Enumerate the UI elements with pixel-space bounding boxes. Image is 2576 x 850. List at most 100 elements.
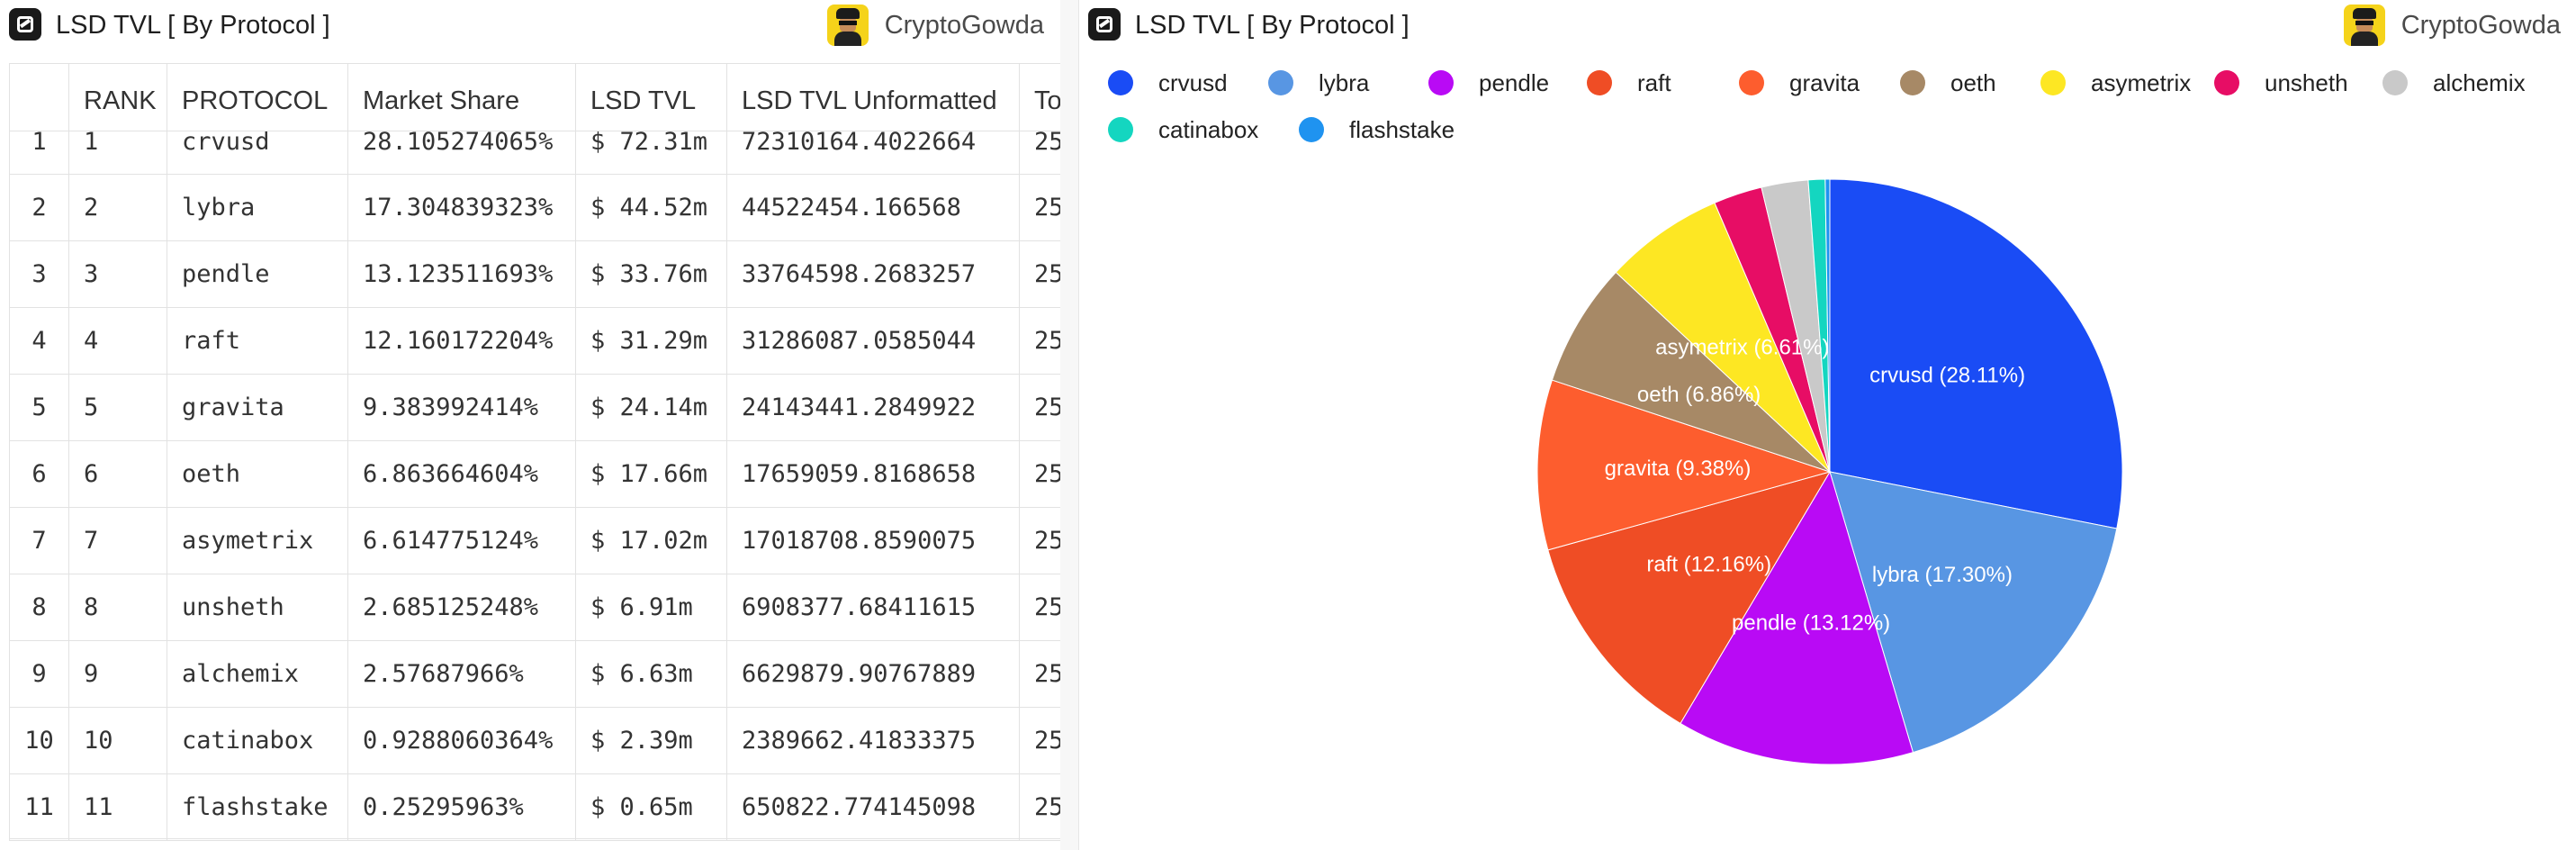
column-header-market-share[interactable]: Market Share xyxy=(347,63,576,131)
row-index-text: 7 xyxy=(32,527,47,555)
pie-slice-asymetrix[interactable] xyxy=(1615,202,1831,473)
legend-label: asymetrix xyxy=(2091,68,2192,96)
legend-swatch-icon xyxy=(1299,117,1324,142)
pie-slice-pendle[interactable] xyxy=(1680,470,1914,765)
table-row[interactable]: 9 9 alchemix 2.57687966% $ 6.63m 6629879.9076… xyxy=(9,640,1060,708)
column-header-rank[interactable]: RANK xyxy=(68,63,167,131)
lsd-tvl-unformatted-cell: 31286087.0585044 xyxy=(726,307,1020,375)
lsd-tvl-cell-text: $ 44.52m xyxy=(590,194,708,222)
lsd-tvl-unformatted-cell-text: 24143441.2849922 xyxy=(742,393,977,421)
protocol-cell: pendle xyxy=(167,240,348,308)
lsd-tvl-unformatted-cell: 33764598.2683257 xyxy=(726,240,1020,308)
market-share-cell-text: 0.9288060364% xyxy=(363,727,554,755)
table-row[interactable]: 7 7 asymetrix 6.614775124% $ 17.02m 17018708.… xyxy=(9,507,1060,574)
market-share-cell: 12.160172204% xyxy=(347,307,576,375)
market-share-cell-text: 2.685125248% xyxy=(363,593,539,621)
total-cell-text: 25 xyxy=(1034,260,1060,288)
legend-label: oeth xyxy=(1950,68,1996,96)
column-header-protocol[interactable]: PROTOCOL xyxy=(167,63,348,131)
pie-slice-gravita[interactable] xyxy=(1536,379,1832,551)
legend-item-asymetrix[interactable]: asymetrix xyxy=(2040,65,2191,101)
legend-item-oeth[interactable]: oeth xyxy=(1900,65,1996,101)
data-table-container[interactable]: RANK PROTOCOL Market Share LSD TVL LSD T… xyxy=(9,63,1060,850)
pie-slice-raft[interactable] xyxy=(1547,471,1832,725)
rank-cell: 2 xyxy=(68,174,167,241)
pie-slice-lybra[interactable] xyxy=(1829,471,2118,754)
username[interactable]: CryptoGowda xyxy=(2400,10,2561,40)
market-share-cell: 17.304839323% xyxy=(347,174,576,241)
legend-swatch-icon xyxy=(1900,70,1925,95)
row-index: 7 xyxy=(9,507,69,574)
total-cell-text: 25 xyxy=(1034,527,1060,555)
legend-item-unsheth[interactable]: unsheth xyxy=(2214,65,2348,101)
protocol-cell-text: alchemix xyxy=(182,660,300,688)
slice-label-raft: raft (12.16%) xyxy=(1646,553,1771,577)
lsd-tvl-unformatted-cell: 72310164.4022664 xyxy=(726,131,1020,175)
row-index-text: 3 xyxy=(32,260,47,288)
pie-slice-flashstake[interactable] xyxy=(1824,178,1831,473)
column-header-lsd-tvl-unformatted[interactable]: LSD TVL Unformatted xyxy=(726,63,1020,131)
legend-item-catinabox[interactable]: catinabox xyxy=(1108,112,1258,148)
table-row[interactable]: 1 1 crvusd 28.105274065% $ 72.31m 72310164.40… xyxy=(9,131,1060,175)
table-row[interactable]: 5 5 gravita 9.383992414% $ 24.14m 24143441.28… xyxy=(9,374,1060,441)
lsd-tvl-unformatted-cell-text: 6908377.68411615 xyxy=(742,593,977,621)
row-index: 10 xyxy=(9,707,69,774)
legend-label: alchemix xyxy=(2433,68,2526,96)
slice-label-gravita: gravita (9.38%) xyxy=(1605,457,1752,481)
lsd-tvl-cell: $ 2.39m xyxy=(575,707,727,774)
legend-item-gravita[interactable]: gravita xyxy=(1739,65,1860,101)
avatar[interactable] xyxy=(2343,5,2385,46)
rank-cell-text: 10 xyxy=(84,727,113,755)
market-share-cell-text: 6.863664604% xyxy=(363,460,539,488)
table-row[interactable]: 4 4 raft 12.160172204% $ 31.29m 31286087.0585… xyxy=(9,307,1060,375)
column-header-index[interactable] xyxy=(9,63,69,131)
protocol-cell: unsheth xyxy=(167,574,348,641)
market-share-cell-text: 6.614775124% xyxy=(363,527,539,555)
table-row[interactable]: 6 6 oeth 6.863664604% $ 17.66m 17659059.81686… xyxy=(9,440,1060,508)
legend-item-lybra[interactable]: lybra xyxy=(1268,65,1369,101)
total-cell: 25 xyxy=(1019,131,1060,175)
total-cell-text: 25 xyxy=(1034,327,1060,355)
legend-item-raft[interactable]: raft xyxy=(1587,65,1671,101)
total-cell: 25 xyxy=(1019,640,1060,708)
total-cell-text: 25 xyxy=(1034,131,1060,157)
lsd-tvl-unformatted-cell-text: 44522454.166568 xyxy=(742,194,961,222)
table-row[interactable]: 2 2 lybra 17.304839323% $ 44.52m 44522454.166… xyxy=(9,174,1060,241)
table-row[interactable]: 3 3 pendle 13.123511693% $ 33.76m 33764598.26… xyxy=(9,240,1060,308)
legend-item-flashstake[interactable]: flashstake xyxy=(1299,112,1455,148)
legend-item-crvusd[interactable]: crvusd xyxy=(1108,65,1228,101)
pie-chart: crvusd (28.11%) lybra (17.30%) pendle (13.… xyxy=(1536,178,2123,765)
legend-item-pendle[interactable]: pendle xyxy=(1428,65,1549,101)
table-title: LSD TVL [ By Protocol ] xyxy=(56,11,330,40)
rank-cell-text: 7 xyxy=(84,527,99,555)
row-index: 1 xyxy=(9,131,69,175)
rank-cell: 3 xyxy=(68,240,167,308)
legend-item-alchemix[interactable]: alchemix xyxy=(2382,65,2526,101)
market-share-cell: 0.9288060364% xyxy=(347,707,576,774)
column-header-total[interactable]: To xyxy=(1019,63,1060,131)
rank-cell-text: 3 xyxy=(84,260,99,288)
row-index-text: 11 xyxy=(24,793,54,821)
protocol-cell-text: oeth xyxy=(182,460,241,488)
pie-slice-crvusd[interactable] xyxy=(1829,178,2123,529)
table-row[interactable]: 10 10 catinabox 0.9288060364% $ 2.39m 2389662… xyxy=(9,707,1060,774)
column-header-lsd-tvl[interactable]: LSD TVL xyxy=(575,63,727,131)
protocol-cell: flashstake xyxy=(167,773,348,841)
lsd-tvl-unformatted-cell-text: 17659059.8168658 xyxy=(742,460,977,488)
total-cell-text: 25 xyxy=(1034,727,1060,755)
lsd-tvl-cell-text: $ 24.14m xyxy=(590,393,708,421)
row-index: 4 xyxy=(9,307,69,375)
avatar[interactable] xyxy=(826,5,869,46)
chart-header: LSD TVL [ By Protocol ] CryptoGowda xyxy=(1079,0,2576,52)
username[interactable]: CryptoGowda xyxy=(884,10,1044,40)
lsd-tvl-cell-text: $ 33.76m xyxy=(590,260,708,288)
chart-user[interactable]: CryptoGowda xyxy=(2343,4,2561,47)
table-user[interactable]: CryptoGowda xyxy=(826,4,1044,47)
table-row[interactable]: 11 11 flashstake 0.25295963% $ 0.65m 650822.7… xyxy=(9,773,1060,841)
dashboard-logo-icon xyxy=(1088,8,1121,41)
pie-slice-oeth[interactable] xyxy=(1551,271,1831,473)
lsd-tvl-cell-text: $ 6.63m xyxy=(590,660,693,688)
table-row[interactable]: 8 8 unsheth 2.685125248% $ 6.91m 6908377.6841… xyxy=(9,574,1060,641)
legend-swatch-icon xyxy=(2382,70,2408,95)
slice-label-lybra: lybra (17.30%) xyxy=(1872,563,2013,587)
